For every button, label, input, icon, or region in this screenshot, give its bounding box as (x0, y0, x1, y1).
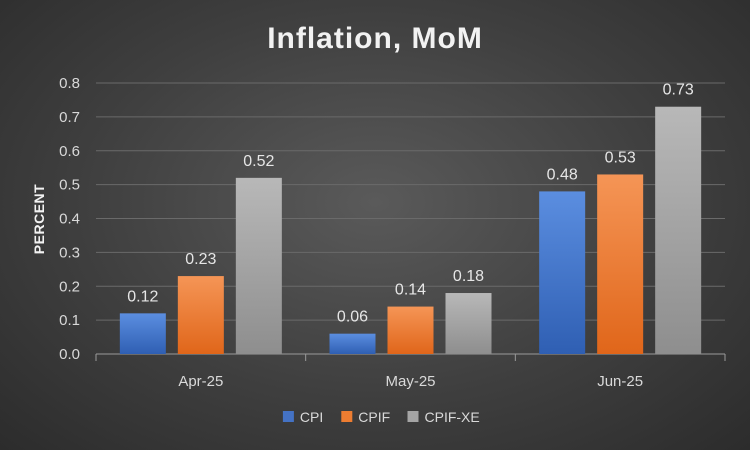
y-tick-label: 0.8 (59, 75, 80, 92)
chart-title: Inflation, MoM (267, 22, 483, 55)
y-axis-ticks: 0.0 0.1 0.2 0.3 0.4 0.5 0.6 0.7 0.8 (59, 75, 80, 363)
bar-cpif-xe-may-25 (445, 293, 492, 354)
data-label: 0.23 (185, 251, 216, 268)
data-label: 0.48 (547, 166, 578, 183)
data-label: 0.73 (663, 82, 694, 99)
data-label: 0.12 (127, 288, 158, 305)
legend-label-cpif: CPIF (358, 409, 390, 425)
legend-swatch-cpi (282, 411, 294, 422)
bar-cpi-apr-25 (119, 313, 166, 354)
x-tick-label: May-25 (385, 373, 435, 390)
legend-swatch-cpif (341, 411, 353, 422)
bar-cpif-apr-25 (177, 276, 224, 354)
y-tick-label: 0.5 (59, 177, 80, 194)
y-tick-label: 0.1 (59, 312, 80, 329)
legend-label-cpi: CPI (300, 409, 323, 425)
legend-label-cpif-xe: CPIF-XE (425, 409, 480, 425)
bar-cpif-jun-25 (597, 174, 644, 354)
legend: CPI CPIF CPIF-XE (282, 409, 480, 425)
x-tick-label: Jun-25 (597, 373, 643, 390)
bar-cpif-xe-apr-25 (235, 177, 282, 354)
data-label: 0.52 (243, 153, 274, 170)
y-tick-label: 0.2 (59, 278, 80, 295)
data-label: 0.14 (395, 282, 426, 299)
y-tick-label: 0.4 (59, 211, 80, 228)
data-label: 0.53 (605, 149, 636, 166)
bar-cpi-jun-25 (539, 191, 586, 354)
data-label: 0.18 (453, 268, 484, 285)
bar-cpif-xe-jun-25 (655, 106, 702, 355)
y-tick-label: 0.3 (59, 244, 80, 261)
data-label: 0.06 (337, 309, 368, 326)
legend-swatch-cpif-xe (407, 411, 419, 422)
y-tick-label: 0.7 (59, 109, 80, 126)
data-labels: 0.12 0.23 0.52 0.06 0.14 0.18 0.48 0.53 0.73 (127, 82, 694, 326)
bar-cpif-may-25 (387, 306, 434, 354)
y-tick-label: 0.0 (59, 346, 80, 363)
bar-cpi-may-25 (329, 333, 376, 354)
x-axis-ticks: Apr-25 May-25 Jun-25 (178, 373, 643, 390)
x-tick-label: Apr-25 (178, 373, 223, 390)
bars (119, 106, 702, 355)
y-axis-label: PERCENT (31, 184, 47, 254)
y-tick-label: 0.6 (59, 143, 80, 160)
